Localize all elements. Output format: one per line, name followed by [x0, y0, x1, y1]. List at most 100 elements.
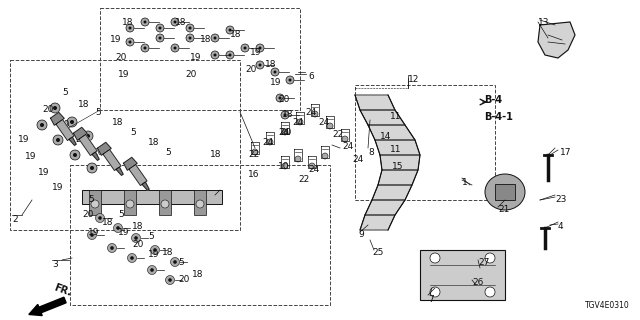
Circle shape — [90, 166, 94, 170]
Circle shape — [196, 200, 204, 208]
Polygon shape — [74, 127, 87, 140]
Circle shape — [50, 103, 60, 113]
Polygon shape — [360, 215, 395, 230]
Polygon shape — [538, 22, 575, 58]
Text: 19: 19 — [118, 70, 129, 79]
Circle shape — [159, 27, 161, 29]
Text: 10: 10 — [278, 162, 289, 171]
Polygon shape — [375, 140, 420, 155]
Text: 20: 20 — [58, 120, 69, 129]
Circle shape — [143, 46, 147, 50]
Text: 11: 11 — [390, 112, 401, 121]
Text: 2: 2 — [12, 215, 18, 224]
Text: 19: 19 — [18, 135, 29, 144]
Circle shape — [485, 253, 495, 263]
Text: 5: 5 — [178, 258, 184, 267]
Circle shape — [267, 139, 273, 145]
Text: 5: 5 — [88, 195, 93, 204]
Text: 9: 9 — [358, 230, 364, 239]
Text: 19: 19 — [88, 228, 99, 237]
Text: 23: 23 — [555, 195, 566, 204]
Circle shape — [95, 213, 104, 222]
Text: 19: 19 — [110, 35, 122, 44]
Bar — [70, 165, 330, 305]
Circle shape — [327, 123, 333, 129]
Text: 24: 24 — [305, 108, 316, 117]
Circle shape — [88, 230, 97, 239]
Circle shape — [189, 36, 191, 39]
Circle shape — [108, 244, 116, 252]
Polygon shape — [368, 125, 415, 140]
Circle shape — [276, 94, 284, 102]
Text: 8: 8 — [368, 148, 374, 157]
Circle shape — [189, 27, 191, 29]
Circle shape — [256, 44, 264, 52]
Circle shape — [171, 18, 179, 26]
Circle shape — [110, 246, 114, 250]
Circle shape — [259, 63, 262, 67]
Text: FR.: FR. — [52, 283, 72, 298]
Polygon shape — [360, 110, 405, 125]
Bar — [355, 85, 495, 200]
Text: 18: 18 — [148, 138, 159, 147]
Circle shape — [228, 53, 232, 57]
Text: 24: 24 — [262, 138, 273, 147]
Text: 5: 5 — [130, 128, 136, 137]
Text: 13: 13 — [538, 18, 550, 27]
Circle shape — [173, 46, 177, 50]
Text: 20: 20 — [278, 95, 289, 104]
Circle shape — [282, 129, 288, 135]
Text: 18: 18 — [132, 222, 143, 231]
Circle shape — [53, 106, 57, 110]
Circle shape — [156, 24, 164, 32]
Polygon shape — [116, 167, 123, 175]
Text: 19: 19 — [25, 152, 36, 161]
Circle shape — [103, 148, 107, 152]
Text: 18: 18 — [112, 118, 124, 127]
Text: 20: 20 — [185, 70, 196, 79]
Text: 21: 21 — [498, 205, 509, 214]
Circle shape — [211, 51, 219, 59]
Circle shape — [273, 70, 276, 74]
Text: B-4: B-4 — [484, 95, 502, 105]
Circle shape — [295, 156, 301, 162]
Circle shape — [83, 131, 93, 141]
Circle shape — [150, 268, 154, 272]
Text: 24: 24 — [318, 118, 329, 127]
Circle shape — [70, 150, 80, 160]
Circle shape — [126, 200, 134, 208]
Text: 22: 22 — [332, 130, 343, 139]
Text: 18: 18 — [78, 100, 90, 109]
Circle shape — [252, 149, 258, 155]
Circle shape — [166, 276, 175, 284]
Circle shape — [228, 28, 232, 31]
Circle shape — [168, 278, 172, 282]
Circle shape — [312, 111, 318, 117]
Polygon shape — [142, 182, 149, 190]
Bar — [194, 190, 206, 215]
Circle shape — [67, 117, 77, 127]
Text: 3: 3 — [52, 260, 58, 269]
Polygon shape — [51, 112, 64, 125]
Circle shape — [129, 27, 131, 29]
Text: 5: 5 — [118, 210, 124, 219]
Circle shape — [322, 153, 328, 159]
Circle shape — [173, 20, 177, 23]
Circle shape — [98, 216, 102, 220]
Circle shape — [278, 97, 282, 100]
Polygon shape — [69, 137, 76, 145]
Circle shape — [289, 78, 291, 82]
Circle shape — [226, 26, 234, 34]
Circle shape — [113, 223, 122, 233]
Text: 18: 18 — [175, 18, 186, 27]
Text: 5: 5 — [148, 232, 154, 241]
Circle shape — [309, 163, 315, 169]
Circle shape — [271, 68, 279, 76]
Text: 16: 16 — [248, 170, 259, 179]
Bar — [10, 60, 240, 230]
Circle shape — [281, 111, 289, 119]
Circle shape — [131, 234, 141, 243]
Circle shape — [141, 18, 149, 26]
Text: 12: 12 — [408, 75, 419, 84]
Polygon shape — [129, 164, 147, 186]
